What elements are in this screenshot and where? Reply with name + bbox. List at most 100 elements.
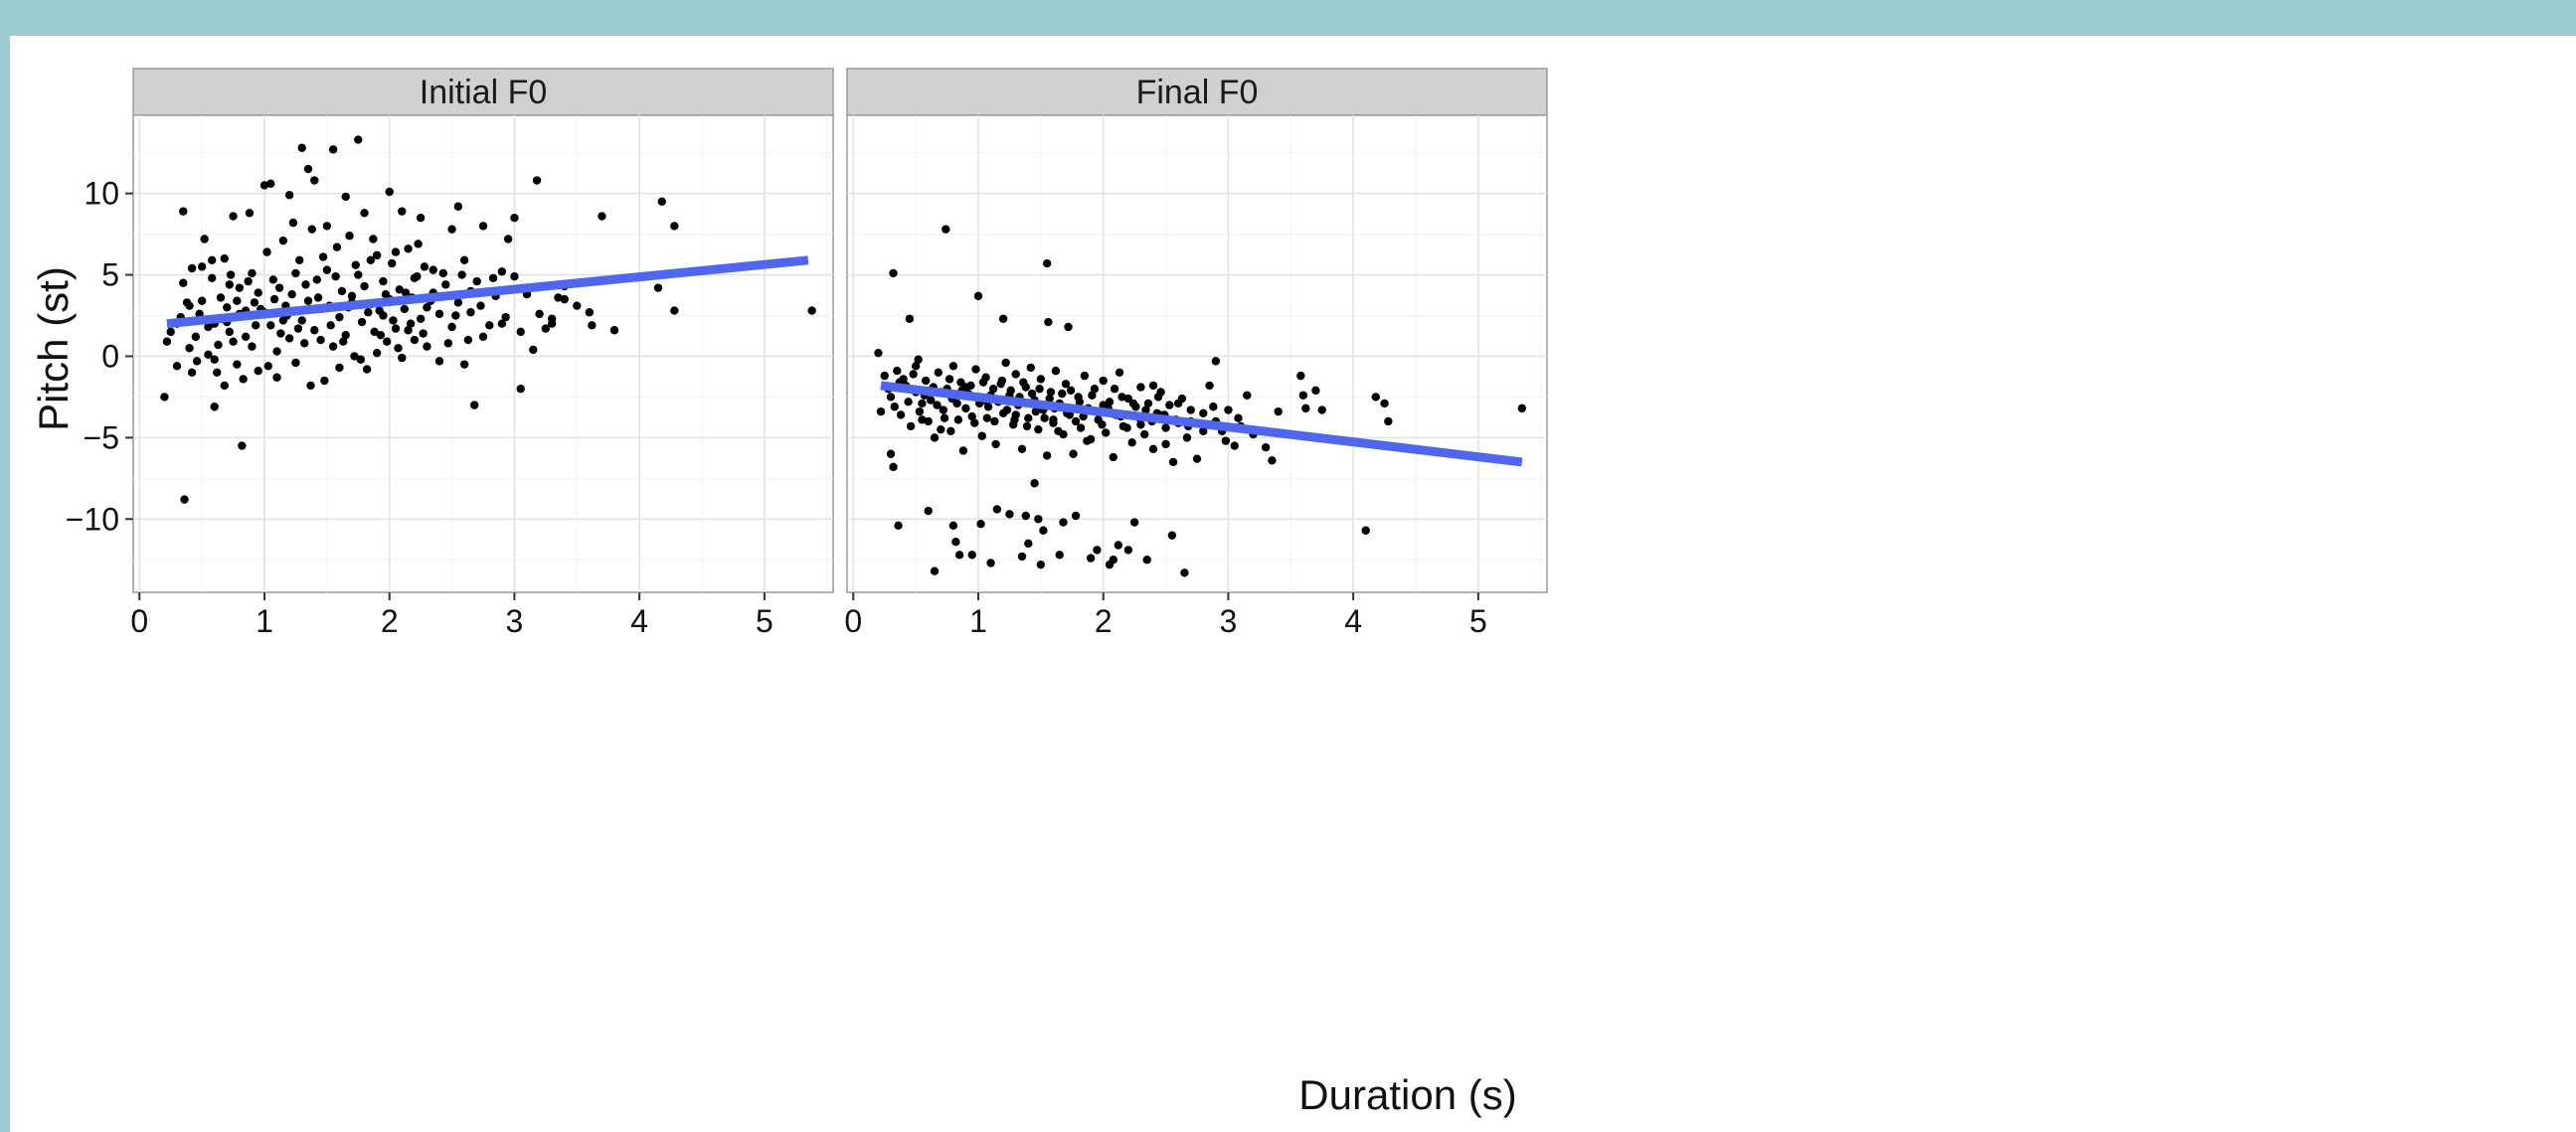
x-tick-label: 0	[130, 603, 148, 639]
data-point	[401, 288, 411, 297]
data-point	[328, 342, 338, 351]
data-point	[937, 424, 945, 434]
panel-initial-f0: Initial F0 0 1 2 3 4 5	[130, 68, 834, 639]
data-point	[1261, 442, 1271, 452]
data-point	[501, 312, 510, 322]
data-point	[191, 332, 201, 341]
data-point	[1371, 393, 1380, 402]
data-point	[238, 441, 247, 450]
data-point	[423, 342, 431, 351]
data-point	[213, 368, 222, 378]
data-point	[331, 271, 340, 281]
data-point	[335, 312, 344, 322]
data-point	[970, 418, 979, 427]
data-point	[948, 362, 958, 371]
gridlines	[847, 115, 1547, 592]
data-point	[182, 298, 192, 307]
data-point	[245, 209, 255, 218]
data-point	[362, 365, 372, 374]
data-point	[179, 278, 188, 287]
data-point	[1090, 385, 1100, 394]
data-point	[906, 421, 916, 431]
data-point	[516, 327, 525, 337]
data-point	[225, 327, 234, 337]
data-point	[585, 308, 595, 317]
data-point	[930, 433, 940, 442]
data-point	[187, 368, 197, 378]
data-point	[1069, 449, 1078, 458]
data-point	[1298, 391, 1308, 400]
data-point	[1093, 546, 1102, 555]
data-point	[310, 326, 319, 335]
data-point	[463, 335, 473, 345]
data-point	[541, 324, 551, 333]
data-point	[244, 276, 253, 286]
data-point	[1002, 405, 1012, 414]
data-point	[1127, 438, 1136, 447]
data-point	[1019, 378, 1028, 387]
data-point	[497, 267, 507, 276]
data-point	[942, 225, 950, 234]
data-point	[252, 321, 260, 330]
data-point	[1045, 394, 1054, 404]
data-point	[272, 373, 281, 382]
data-point	[250, 298, 259, 307]
data-point	[1115, 368, 1124, 378]
data-point	[1027, 389, 1037, 399]
data-point	[385, 187, 394, 197]
data-point	[1064, 322, 1073, 332]
data-point	[510, 271, 519, 281]
data-point	[1205, 381, 1214, 391]
data-point	[478, 222, 488, 231]
data-point	[982, 413, 991, 422]
data-point	[998, 314, 1008, 323]
data-point	[369, 235, 378, 243]
panels: Initial F0 0 1 2 3 4 5 Final F0 0 1 2 3 4 5	[130, 68, 1548, 639]
data-point	[239, 375, 248, 384]
data-point	[447, 225, 456, 234]
data-point	[328, 145, 338, 154]
data-point	[1129, 518, 1139, 527]
data-point	[890, 403, 899, 411]
data-point	[310, 176, 319, 185]
facet-strip-label: Initial F0	[420, 74, 548, 111]
data-point	[1161, 423, 1170, 432]
data-point	[510, 214, 519, 223]
data-point	[1044, 317, 1053, 327]
data-point	[391, 324, 401, 333]
data-point	[961, 404, 970, 413]
data-point	[1039, 526, 1048, 535]
data-point	[459, 360, 469, 369]
data-point	[451, 311, 460, 320]
data-point	[918, 415, 927, 424]
data-point	[356, 355, 365, 364]
panel-background	[846, 114, 1548, 593]
data-point	[894, 521, 903, 531]
data-point	[889, 268, 898, 278]
faceted-scatter-chart: Initial F0 0 1 2 3 4 5 Final F0 0 1 2 3 4 5 −10 −5 0 5 10…	[30, 68, 1548, 1118]
data-point	[933, 401, 942, 409]
data-point	[379, 276, 388, 286]
facet-strip	[132, 68, 834, 116]
data-point	[214, 340, 223, 350]
data-point	[954, 551, 964, 560]
data-point	[978, 378, 988, 387]
data-point	[914, 355, 923, 364]
data-point	[922, 376, 931, 386]
data-point	[886, 449, 896, 458]
data-point	[1114, 541, 1123, 550]
data-point	[967, 411, 976, 421]
data-point	[918, 399, 927, 408]
data-point	[376, 330, 386, 340]
data-point	[1136, 420, 1145, 429]
data-point	[532, 176, 542, 185]
data-point	[948, 521, 958, 531]
data-point	[1080, 371, 1090, 381]
data-point	[398, 353, 407, 363]
data-point	[204, 322, 213, 332]
data-point	[291, 268, 300, 278]
data-point	[457, 270, 466, 279]
data-point	[166, 327, 175, 337]
data-point	[341, 330, 350, 340]
data-point	[516, 385, 525, 394]
